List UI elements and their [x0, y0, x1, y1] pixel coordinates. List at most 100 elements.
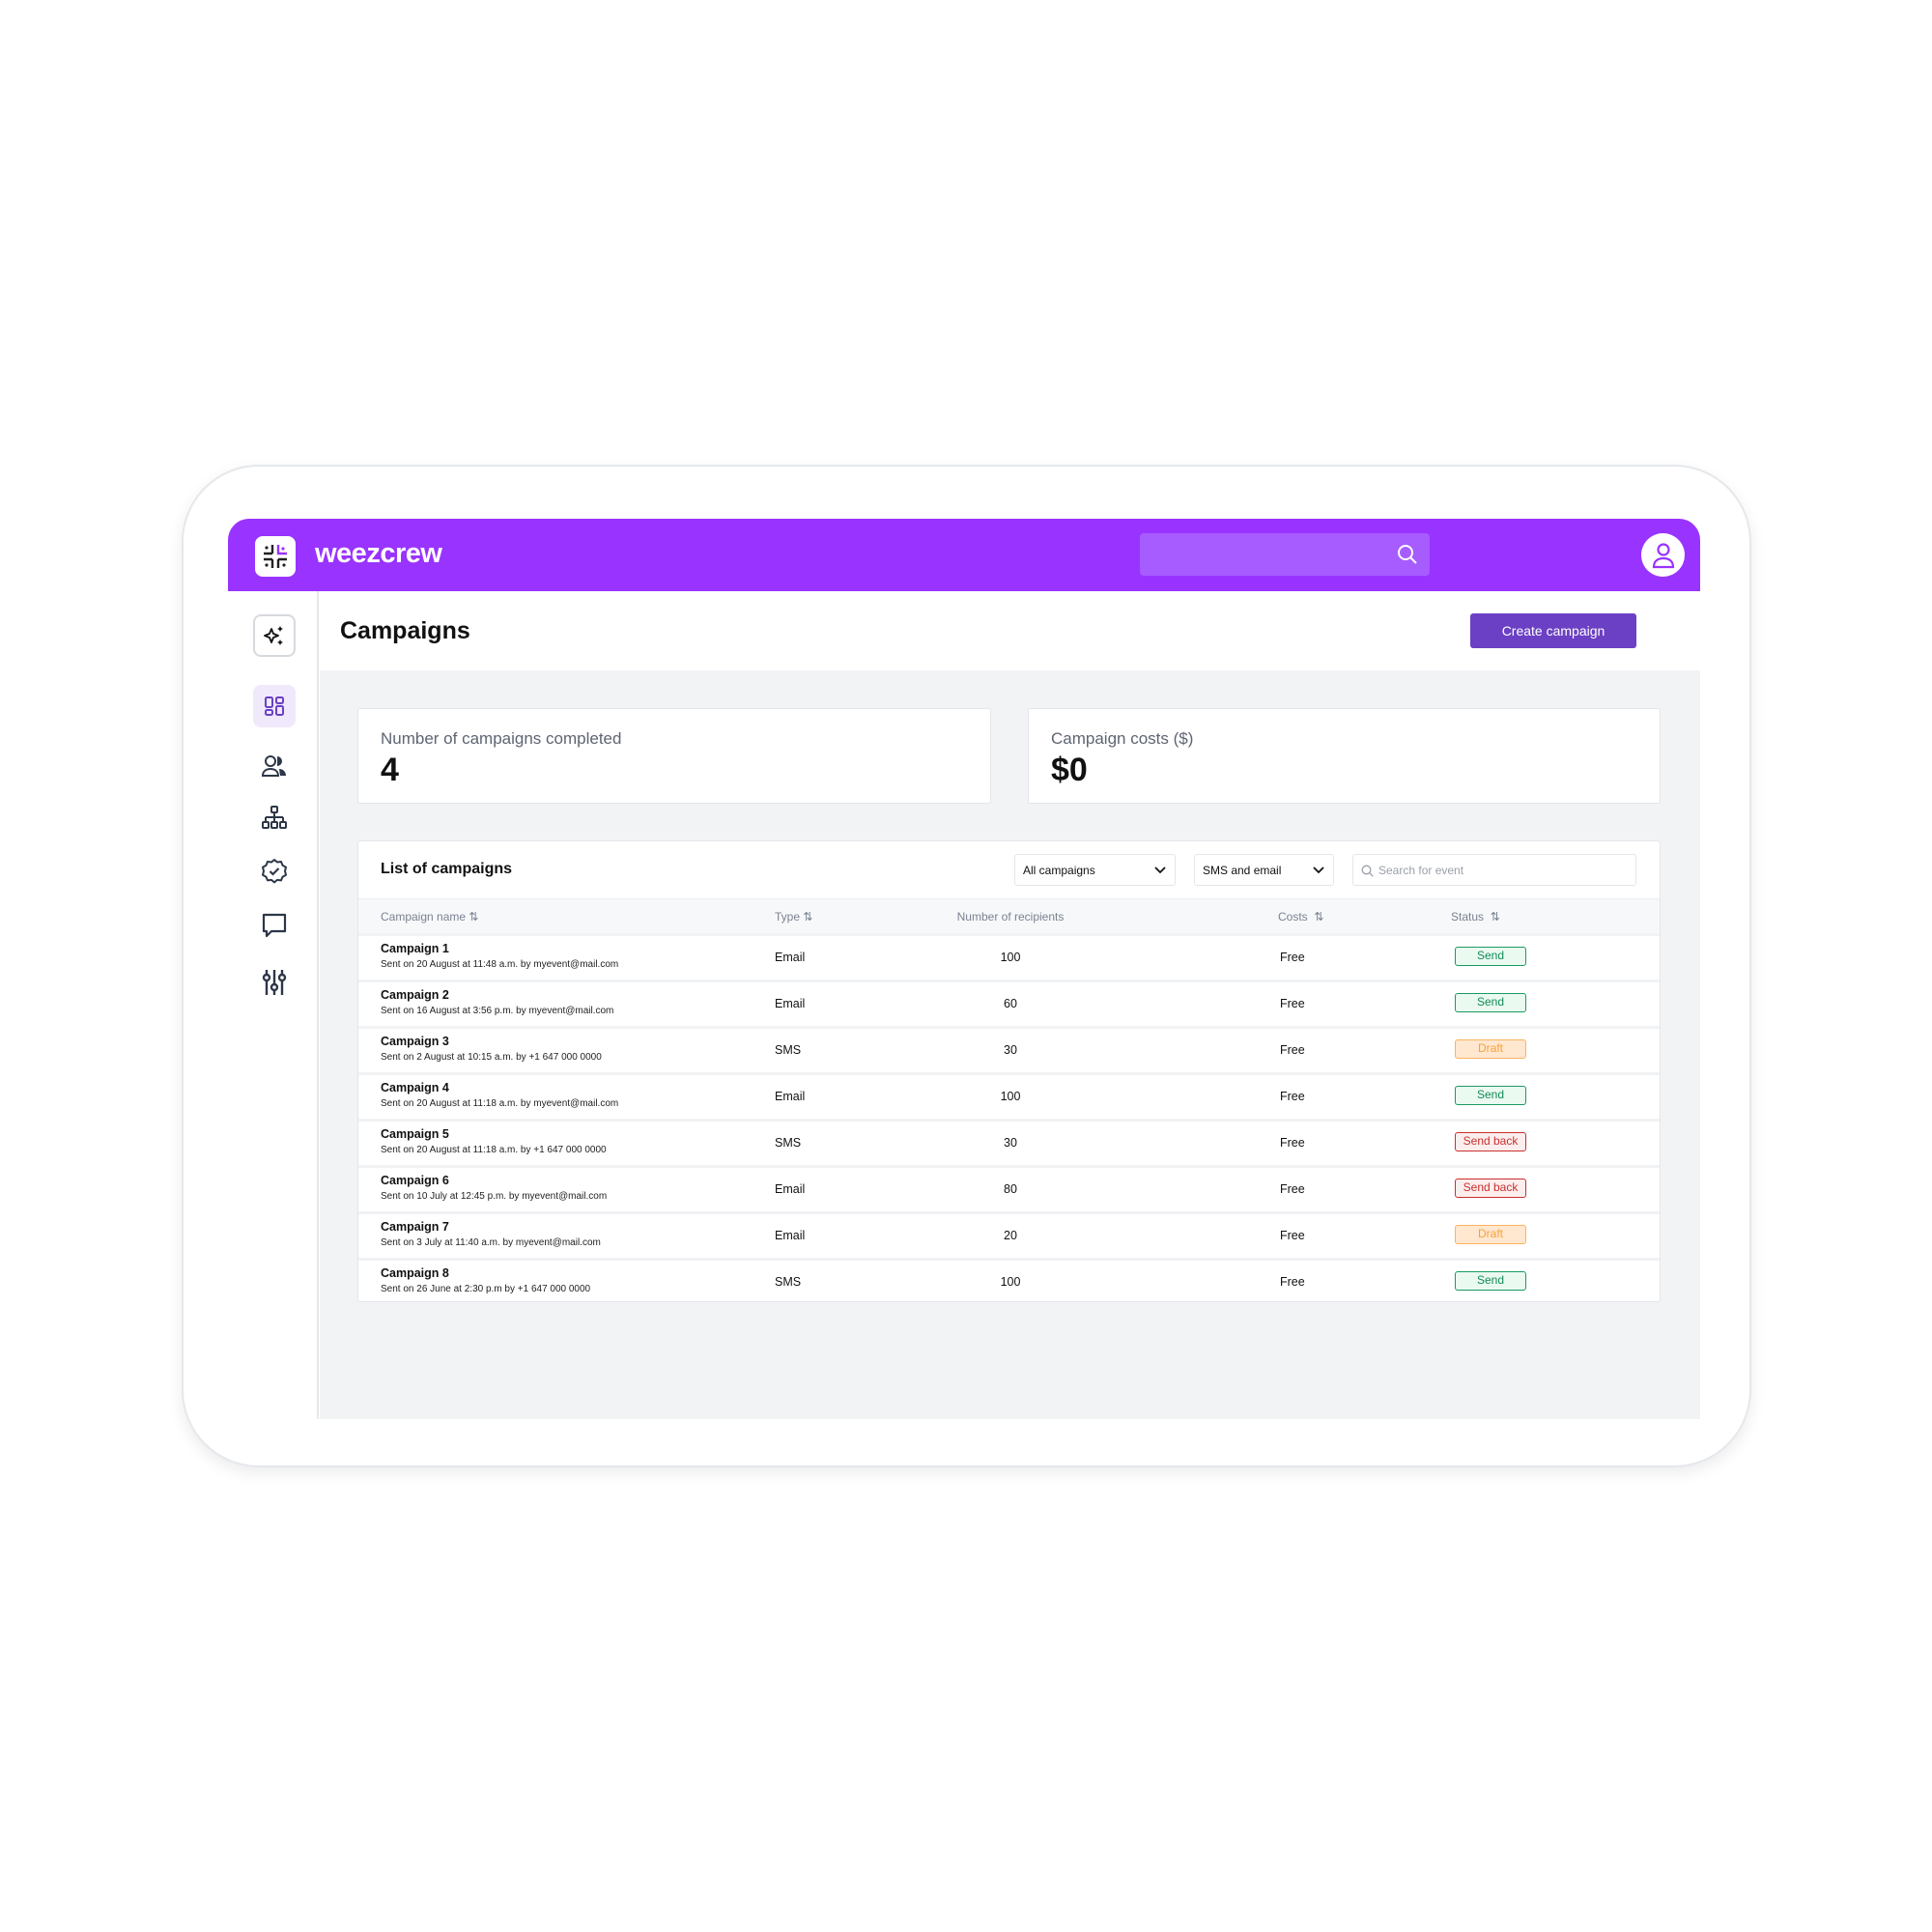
- campaign-cost: Free: [1280, 1275, 1305, 1289]
- campaign-name: Campaign 5: [381, 1127, 449, 1141]
- campaign-recipients: 30: [1004, 1136, 1017, 1150]
- table-row[interactable]: Campaign 8 Sent on 26 June at 2:30 p.m b…: [358, 1258, 1660, 1304]
- table-row[interactable]: Campaign 4 Sent on 20 August at 11:18 a.…: [358, 1072, 1660, 1119]
- col-costs[interactable]: Costs ⇅: [1278, 910, 1323, 923]
- campaign-recipients: 30: [1004, 1043, 1017, 1057]
- campaign-name: Campaign 7: [381, 1220, 449, 1234]
- sparkles-icon[interactable]: [253, 614, 296, 657]
- campaign-sent-info: Sent on 20 August at 11:18 a.m. by +1 64…: [381, 1145, 607, 1155]
- search-icon: [1398, 545, 1417, 564]
- campaign-cost: Free: [1280, 997, 1305, 1010]
- campaign-recipients: 80: [1004, 1182, 1017, 1196]
- campaign-sent-info: Sent on 2 August at 10:15 a.m. by +1 647…: [381, 1052, 602, 1063]
- campaign-sent-info: Sent on 26 June at 2:30 p.m by +1 647 00…: [381, 1284, 591, 1294]
- table-row[interactable]: Campaign 3 Sent on 2 August at 10:15 a.m…: [358, 1026, 1660, 1072]
- table-row[interactable]: Campaign 6 Sent on 10 July at 12:45 p.m.…: [358, 1165, 1660, 1211]
- create-campaign-button[interactable]: Create campaign: [1470, 613, 1636, 648]
- col-type[interactable]: Type ⇅: [775, 910, 812, 923]
- campaign-cost: Free: [1280, 1229, 1305, 1242]
- table-row[interactable]: Campaign 5 Sent on 20 August at 11:18 a.…: [358, 1119, 1660, 1165]
- logo-icon[interactable]: [255, 536, 296, 577]
- stat-card-completed: Number of campaigns completed 4: [357, 708, 991, 804]
- table-row[interactable]: Campaign 7 Sent on 3 July at 11:40 a.m. …: [358, 1211, 1660, 1258]
- campaign-sent-info: Sent on 20 August at 11:18 a.m. by myeve…: [381, 1098, 619, 1109]
- campaign-recipients: 100: [1000, 1275, 1021, 1289]
- sort-icon: ⇅: [803, 910, 813, 923]
- main-content: Campaigns Create campaign Number of camp…: [320, 591, 1700, 1419]
- status-badge: Send: [1455, 1271, 1526, 1291]
- title-bar: Campaigns Create campaign: [320, 591, 1700, 670]
- campaign-sent-info: Sent on 16 August at 3:56 p.m. by myeven…: [381, 1006, 614, 1016]
- campaign-type: Email: [775, 997, 806, 1010]
- table-row[interactable]: Campaign 2 Sent on 16 August at 3:56 p.m…: [358, 980, 1660, 1026]
- sliders-icon[interactable]: [253, 961, 296, 1004]
- stat-label: Number of campaigns completed: [381, 729, 622, 748]
- channel-filter-select[interactable]: SMS and email: [1194, 854, 1334, 886]
- list-title: List of campaigns: [381, 861, 513, 877]
- users-icon[interactable]: [253, 745, 296, 787]
- campaign-sent-info: Sent on 3 July at 11:40 a.m. by myevent@…: [381, 1237, 601, 1248]
- campaign-name: Campaign 1: [381, 942, 449, 955]
- chevron-down-icon: [1154, 867, 1166, 874]
- campaign-name: Campaign 8: [381, 1266, 449, 1280]
- table-row[interactable]: Campaign 1 Sent on 20 August at 11:48 a.…: [358, 933, 1660, 980]
- campaign-name: Campaign 4: [381, 1081, 449, 1094]
- dashboard-icon[interactable]: [253, 685, 296, 727]
- chat-icon[interactable]: [253, 904, 296, 947]
- status-badge: Draft: [1455, 1039, 1526, 1059]
- col-campaign-name[interactable]: Campaign name ⇅: [381, 910, 478, 923]
- search-icon: [1361, 865, 1374, 877]
- col-label: Type: [775, 910, 801, 923]
- campaign-name: Campaign 3: [381, 1035, 449, 1048]
- campaign-type: SMS: [775, 1136, 802, 1150]
- page-title: Campaigns: [340, 617, 470, 644]
- campaign-name: Campaign 6: [381, 1174, 449, 1187]
- event-search-input[interactable]: Search for event: [1352, 854, 1636, 886]
- header-search-input[interactable]: [1140, 533, 1430, 576]
- sort-icon: ⇅: [1490, 910, 1500, 923]
- status-badge: Send back: [1455, 1179, 1526, 1198]
- stat-label: Campaign costs ($): [1051, 729, 1194, 748]
- select-value: All campaigns: [1023, 864, 1095, 877]
- sort-icon: ⇅: [469, 910, 479, 923]
- stat-value: 4: [381, 752, 399, 788]
- col-status[interactable]: Status ⇅: [1451, 910, 1500, 923]
- brand-name: weezcrew: [315, 538, 442, 569]
- campaign-type: Email: [775, 1090, 806, 1103]
- campaign-list: List of campaigns All campaigns SMS and …: [357, 840, 1661, 1302]
- hierarchy-icon[interactable]: [253, 796, 296, 838]
- col-label: Status: [1451, 910, 1485, 923]
- col-label: Campaign name: [381, 910, 467, 923]
- sidebar: [228, 591, 319, 1419]
- campaign-type: Email: [775, 951, 806, 964]
- select-value: SMS and email: [1203, 864, 1282, 877]
- campaign-cost: Free: [1280, 1136, 1305, 1150]
- user-avatar[interactable]: [1641, 533, 1685, 577]
- campaign-type: SMS: [775, 1275, 802, 1289]
- campaign-name: Campaign 2: [381, 988, 449, 1002]
- campaign-cost: Free: [1280, 1043, 1305, 1057]
- status-badge: Send: [1455, 993, 1526, 1012]
- campaign-recipients: 60: [1004, 997, 1017, 1010]
- sort-icon: ⇅: [1314, 910, 1324, 923]
- badge-check-icon[interactable]: [253, 850, 296, 893]
- campaign-type: SMS: [775, 1043, 802, 1057]
- status-badge: Send back: [1455, 1132, 1526, 1151]
- campaign-type: Email: [775, 1182, 806, 1196]
- user-icon: [1652, 542, 1674, 568]
- campaign-filter-select[interactable]: All campaigns: [1014, 854, 1176, 886]
- top-header: weezcrew: [228, 519, 1700, 591]
- stat-card-costs: Campaign costs ($) $0: [1028, 708, 1661, 804]
- status-badge: Draft: [1455, 1225, 1526, 1244]
- campaign-type: Email: [775, 1229, 806, 1242]
- search-placeholder: Search for event: [1378, 864, 1464, 877]
- col-label: Costs: [1278, 910, 1308, 923]
- campaign-recipients: 100: [1000, 1090, 1021, 1103]
- campaign-cost: Free: [1280, 1182, 1305, 1196]
- stat-value: $0: [1051, 752, 1088, 788]
- campaign-sent-info: Sent on 20 August at 11:48 a.m. by myeve…: [381, 959, 619, 970]
- campaign-recipients: 100: [1000, 951, 1021, 964]
- campaign-recipients: 20: [1004, 1229, 1017, 1242]
- campaign-cost: Free: [1280, 951, 1305, 964]
- campaign-sent-info: Sent on 10 July at 12:45 p.m. by myevent…: [381, 1191, 608, 1202]
